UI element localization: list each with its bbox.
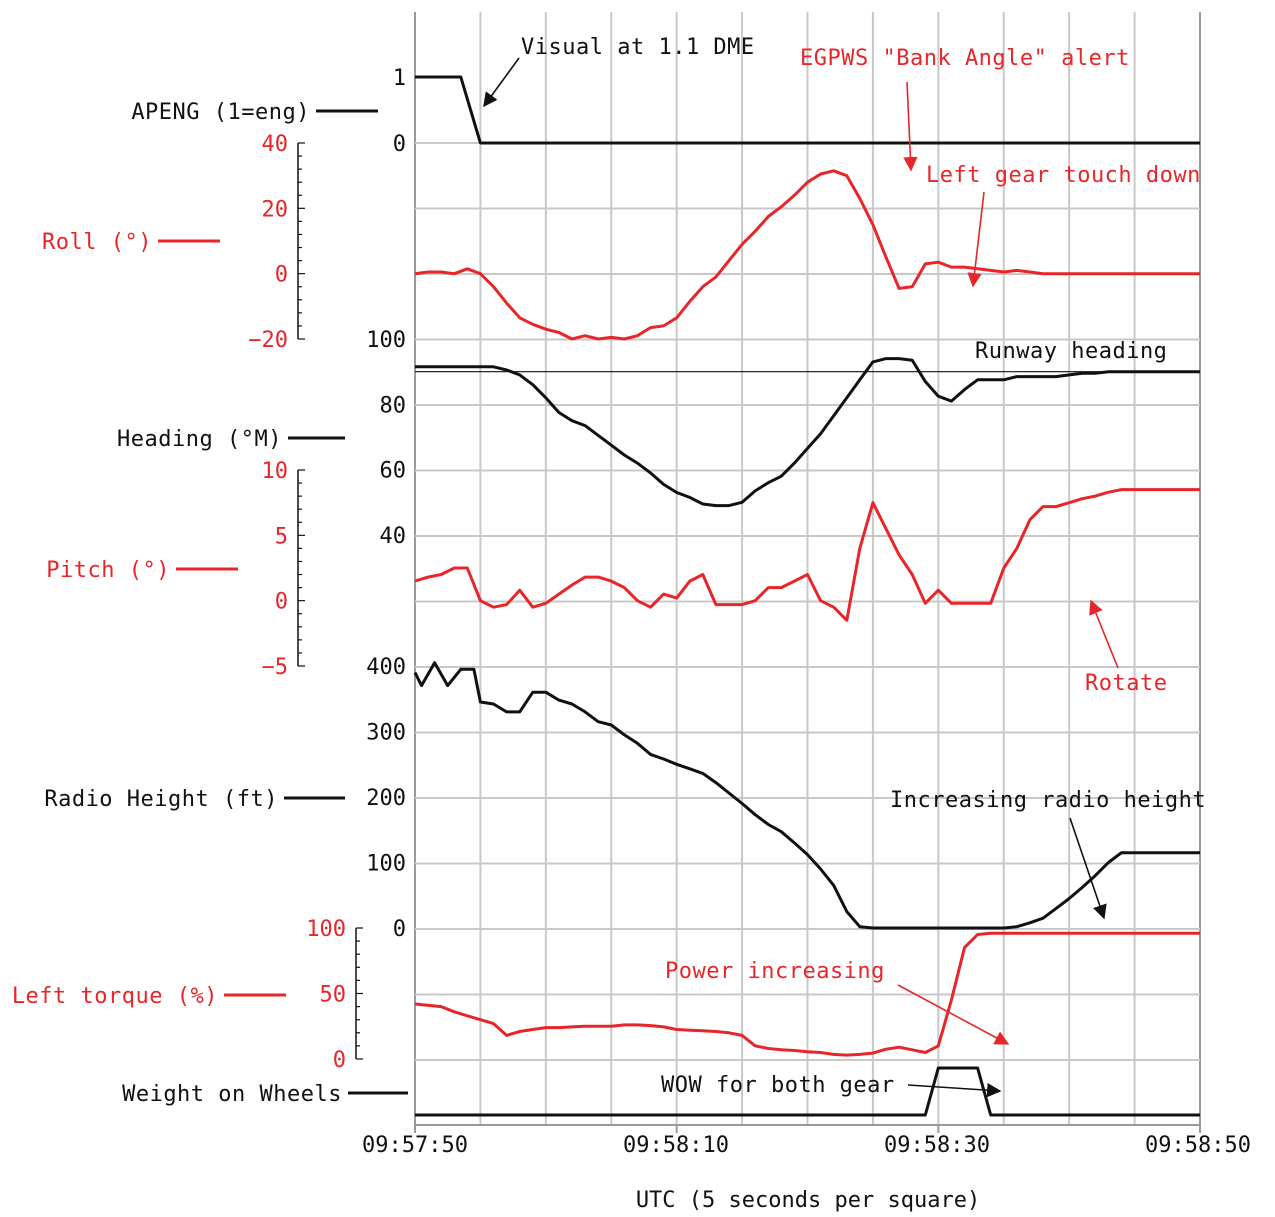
track-label-left-torque: Left torque (%) — [12, 984, 218, 1009]
y-tick-label: 0 — [275, 590, 288, 615]
annotation-runway-heading: Runway heading — [975, 339, 1167, 364]
annotation-radio-height-arrow — [1069, 817, 1107, 920]
y-tick-label: 0 — [393, 132, 406, 157]
y-tick-label: 80 — [380, 393, 407, 418]
track-label-apeng: APENG (1=eng) — [131, 100, 310, 125]
x-axis-label: UTC (5 seconds per square) — [636, 1188, 980, 1213]
y-tick-label: 0 — [393, 917, 406, 942]
annotation-egpws-arrow — [903, 81, 918, 172]
series-line-apeng — [415, 75, 1200, 145]
track-label-pitch: Pitch (°) — [46, 558, 170, 583]
series-line-heading — [415, 357, 1200, 508]
series-line-roll — [414, 169, 1200, 341]
y-tick-label: 200 — [366, 786, 406, 811]
series-line-weight-on-wheels — [415, 1066, 1200, 1117]
annotation-wow-arrow — [907, 1082, 1002, 1098]
annotation-visual-arrow — [483, 57, 520, 108]
series-line-pitch — [414, 488, 1200, 622]
y-tick-label: −20 — [248, 328, 288, 353]
y-tick-label: 20 — [262, 197, 289, 222]
annotation-power-arrow — [897, 984, 1010, 1045]
y-tick-label: 100 — [366, 852, 406, 877]
series-line-left-torque — [414, 931, 1200, 1057]
y-tick-label: 0 — [333, 1048, 346, 1073]
y-tick-label: 10 — [262, 459, 289, 484]
x-tick-label-3: 09:58:50 — [1145, 1133, 1251, 1158]
y-tick-label: 40 — [262, 132, 289, 157]
annotation-visual: Visual at 1.1 DME — [521, 35, 755, 60]
annotation-egpws: EGPWS "Bank Angle" alert — [800, 46, 1130, 71]
y-tick-label: 40 — [380, 524, 407, 549]
y-tick-label: 0 — [275, 263, 288, 288]
x-axis: 09:57:50 09:58:10 09:58:30 09:58:50 UTC … — [362, 1133, 1251, 1213]
track-label-roll: Roll (°) — [42, 230, 152, 255]
y-tick-label: 60 — [380, 459, 407, 484]
y-tick-label: 100 — [366, 328, 406, 353]
track-label-radio-height: Radio Height (ft) — [44, 787, 278, 812]
annotations: Visual at 1.1 DME EGPWS "Bank Angle" ale… — [483, 35, 1206, 1098]
y-tick-label: 300 — [366, 721, 406, 746]
track-label-weight-on-wheels: Weight on Wheels — [122, 1082, 342, 1107]
annotation-power-increasing: Power increasing — [665, 959, 885, 984]
y-tick-label: 50 — [320, 983, 347, 1008]
annotation-touchdown: Left gear touch down — [926, 163, 1201, 188]
y-tick-label: −5 — [262, 655, 289, 680]
annotation-increasing-radio-height: Increasing radio height — [890, 788, 1206, 813]
x-tick-label-1: 09:58:10 — [623, 1133, 729, 1158]
x-tick-label-0: 09:57:50 — [362, 1133, 468, 1158]
x-tick-label-2: 09:58:30 — [884, 1133, 990, 1158]
y-tick-label: 100 — [306, 917, 346, 942]
y-tick-label: 400 — [366, 655, 406, 680]
annotation-wow: WOW for both gear — [661, 1073, 895, 1098]
track-label-heading: Heading (°M) — [117, 427, 282, 452]
annotation-rotate: Rotate — [1085, 671, 1167, 696]
annotation-rotate-arrow — [1089, 599, 1119, 669]
series-line-radio-height — [413, 661, 1200, 930]
y-tick-label: 1 — [393, 66, 406, 91]
annotation-touchdown-arrow — [967, 191, 985, 288]
y-tick-label: 5 — [275, 524, 288, 549]
track-labels: APENG (1=eng) Roll (°) Heading (°M) Pitc… — [12, 100, 408, 1107]
